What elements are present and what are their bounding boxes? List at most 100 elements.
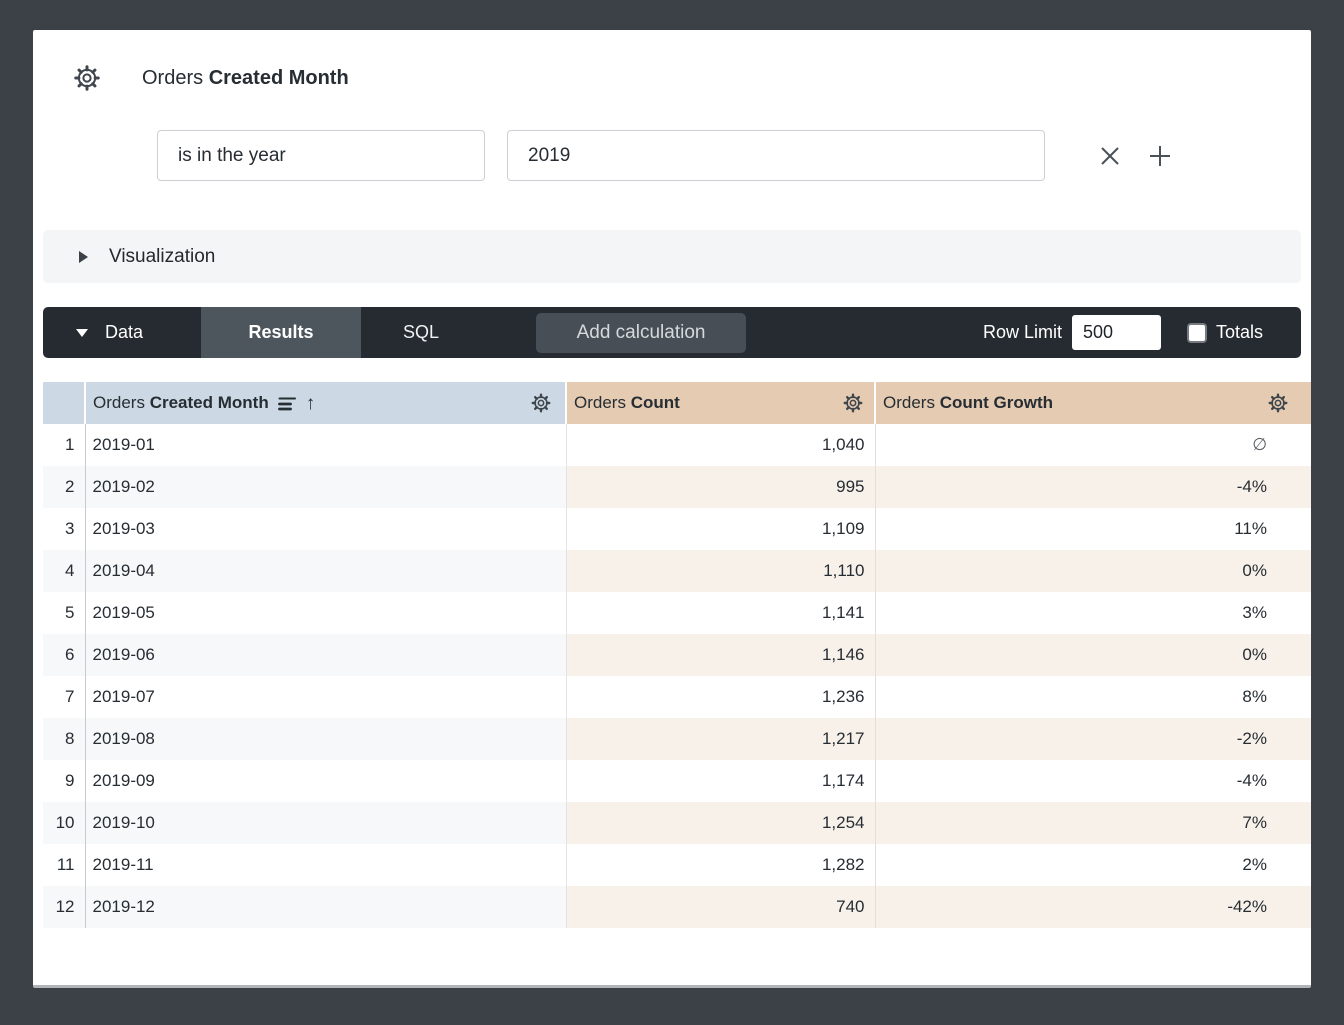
table-row: 1 2019-01 1,040 ∅ [43,424,1311,466]
month-cell[interactable]: 2019-09 [85,760,567,802]
count-cell[interactable]: 1,217 [566,718,876,760]
page-title: Orders Created Month [142,66,349,89]
month-cell[interactable]: 2019-07 [85,676,567,718]
totals-checkbox[interactable] [1186,322,1207,343]
growth-cell[interactable]: 3% [1242,603,1267,622]
data-section-label[interactable]: Data [105,322,144,342]
gear-icon[interactable] [530,392,552,414]
table-row: 8 2019-08 1,217 -2% [43,718,1311,760]
gear-icon[interactable] [842,392,864,414]
column-header-count-growth[interactable]: Orders Count Growth [874,382,1311,424]
row-number-cell: 3 [43,508,86,550]
field-settings-button[interactable] [72,63,102,93]
table-row: 2 2019-02 995 -4% [43,466,1311,508]
sort-ascending-icon: ↑ [305,392,316,414]
results-table: Orders Created Month ↑ [43,382,1311,928]
row-limit-label: Row Limit [982,322,1062,342]
count-cell[interactable]: 1,174 [566,760,876,802]
month-cell[interactable]: 2019-03 [85,508,567,550]
table-row: 7 2019-07 1,236 8% [43,676,1311,718]
filter-row [157,130,1311,181]
tab-results[interactable]: Results [201,307,362,358]
data-section-bar: Data Results SQL Add calculation Row Lim… [43,307,1301,358]
caret-down-icon[interactable] [76,328,88,337]
row-number-cell: 11 [43,844,86,886]
table-row: 5 2019-05 1,141 3% [43,592,1311,634]
close-icon [1095,141,1125,171]
row-number-header [43,382,85,424]
count-cell[interactable]: 995 [566,466,876,508]
count-cell[interactable]: 740 [566,886,876,928]
column-header-count[interactable]: Orders Count [565,382,875,424]
table-header-row: Orders Created Month ↑ [43,382,1311,424]
add-filter-button[interactable] [1143,139,1177,173]
month-cell[interactable]: 2019-08 [85,718,567,760]
totals-label: Totals [1215,322,1263,342]
row-number-cell: 4 [43,550,86,592]
growth-cell[interactable]: -2% [875,718,1311,760]
count-cell[interactable]: 1,146 [566,634,876,676]
caret-right-icon [79,250,88,263]
remove-filter-button[interactable] [1093,139,1127,173]
month-cell[interactable]: 2019-02 [85,466,567,508]
row-number-cell: 2 [43,466,86,508]
filter-condition-input[interactable] [157,130,485,181]
month-cell[interactable]: 2019-12 [85,886,567,928]
growth-cell[interactable]: 0% [875,634,1311,676]
gear-icon [72,63,102,93]
month-cell[interactable]: 2019-06 [85,634,567,676]
month-cell[interactable]: 2019-10 [85,802,567,844]
row-number-cell: 12 [43,886,86,928]
table-row: 10 2019-10 1,254 7% [43,802,1311,844]
field-header: Orders Created Month [33,30,1311,93]
row-number-cell: 6 [43,634,86,676]
row-number-cell: 7 [43,676,86,718]
count-cell[interactable]: 1,110 [566,550,876,592]
month-cell[interactable]: 2019-04 [85,550,567,592]
row-number-cell: 10 [43,802,86,844]
visualization-label: Visualization [109,245,216,267]
count-cell[interactable]: 1,040 [566,424,876,466]
count-cell[interactable]: 1,109 [566,508,876,550]
row-number-cell: 9 [43,760,86,802]
column-header-created-month[interactable]: Orders Created Month ↑ [84,382,566,424]
growth-cell[interactable]: ∅ [1252,435,1267,454]
count-cell[interactable]: 1,141 [566,592,876,634]
table-row: 12 2019-12 740 -42% [43,886,1311,928]
row-number-cell: 1 [43,424,86,466]
gear-icon[interactable] [1267,392,1289,414]
row-limit-input[interactable] [1071,315,1161,350]
visualization-section-toggle[interactable]: Visualization [43,230,1301,283]
growth-cell[interactable]: -4% [1236,771,1267,790]
growth-cell[interactable]: 7% [875,802,1311,844]
column-header-label: Orders Count Growth [883,393,1054,412]
growth-cell[interactable]: 2% [1242,855,1267,874]
count-cell[interactable]: 1,236 [566,676,876,718]
tab-sql[interactable]: SQL [403,322,440,342]
growth-cell[interactable]: -42% [875,886,1311,928]
add-calculation-button[interactable]: Add calculation [536,312,747,353]
month-cell[interactable]: 2019-05 [85,592,567,634]
column-header-label: Orders Count [574,393,680,412]
count-cell[interactable]: 1,254 [566,802,876,844]
plus-icon [1145,141,1175,171]
table-row: 3 2019-03 1,109 11% [43,508,1311,550]
growth-cell[interactable]: 0% [875,550,1311,592]
growth-cell[interactable]: 8% [1242,687,1267,706]
subtotal-icon [277,395,298,412]
filter-value-input[interactable] [507,130,1045,181]
table-row: 6 2019-06 1,146 0% [43,634,1311,676]
results-table-body: 1 2019-01 1,040 ∅ 2 2019-02 995 -4% 3 20… [43,424,1311,928]
count-cell[interactable]: 1,282 [566,844,876,886]
growth-cell[interactable]: 11% [1234,519,1267,538]
table-row: 9 2019-09 1,174 -4% [43,760,1311,802]
explore-card: Orders Created Month V [33,30,1311,988]
column-header-label: Orders Created Month [93,393,269,412]
row-number-cell: 8 [43,718,86,760]
table-row: 11 2019-11 1,282 2% [43,844,1311,886]
month-cell[interactable]: 2019-11 [85,844,567,886]
month-cell[interactable]: 2019-01 [85,424,567,466]
table-row: 4 2019-04 1,110 0% [43,550,1311,592]
row-number-cell: 5 [43,592,86,634]
growth-cell[interactable]: -4% [875,466,1311,508]
